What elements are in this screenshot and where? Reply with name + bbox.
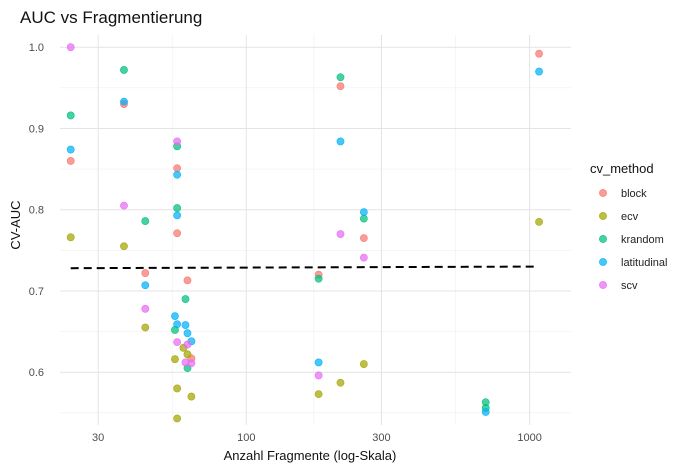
y-tick-label: 0.9 <box>29 123 44 135</box>
point-ecv <box>171 355 179 364</box>
legend-items: block ecv krandom latitudinal scv <box>599 188 667 292</box>
grid-layer <box>60 35 571 425</box>
point-ecv <box>336 378 345 387</box>
point-latitudinal <box>173 170 182 179</box>
point-latitudinal <box>171 312 179 321</box>
point-block <box>336 82 345 91</box>
legend-key-scv <box>599 281 607 289</box>
legend-key-block <box>599 189 607 197</box>
legend-label-krandom: krandom <box>621 234 664 246</box>
point-scv <box>336 230 345 238</box>
point-block <box>66 157 75 165</box>
y-tick-labels: 0.6 0.7 0.8 0.9 1.0 <box>29 42 44 379</box>
point-latitudinal <box>120 97 128 106</box>
x-tick-label: 1000 <box>517 432 541 444</box>
x-tick-label: 30 <box>92 432 104 444</box>
y-tick-label: 1.0 <box>29 42 44 54</box>
legend-label-latitudinal: latitudinal <box>621 257 667 269</box>
chart-title: AUC vs Fragmentierung <box>20 8 202 27</box>
point-block <box>535 49 543 58</box>
point-ecv <box>187 392 196 401</box>
point-latitudinal <box>173 320 182 329</box>
point-block <box>359 234 368 243</box>
point-krandom <box>314 274 323 283</box>
point-krandom <box>336 73 345 82</box>
point-ecv <box>141 323 150 332</box>
point-scv <box>141 304 150 313</box>
point-ecv <box>314 390 323 399</box>
x-tick-labels: 30 100 300 1000 <box>92 432 542 444</box>
point-ecv <box>66 233 75 242</box>
x-tick-label: 100 <box>237 432 255 444</box>
legend-label-scv: scv <box>621 280 638 292</box>
point-ecv <box>173 414 182 423</box>
point-block <box>173 229 182 238</box>
point-scv <box>173 338 182 347</box>
point-krandom <box>359 214 368 223</box>
point-krandom <box>66 111 75 120</box>
point-scv <box>120 201 128 210</box>
x-axis-title: Anzahl Fragmente (log-Skala) <box>224 448 397 463</box>
y-tick-label: 0.8 <box>29 205 44 217</box>
point-block <box>173 164 182 173</box>
point-latitudinal <box>181 321 190 329</box>
y-tick-label: 0.6 <box>29 367 44 379</box>
legend-label-ecv: ecv <box>621 211 639 223</box>
point-ecv <box>359 360 368 368</box>
point-latitudinal <box>359 208 368 217</box>
point-latitudinal <box>141 281 150 290</box>
point-scv <box>183 340 192 349</box>
point-scv <box>66 43 75 52</box>
reference-line <box>70 265 536 270</box>
point-ecv <box>173 384 182 393</box>
point-latitudinal <box>535 67 543 76</box>
point-latitudinal <box>481 408 490 416</box>
point-latitudinal <box>66 145 75 154</box>
point-block <box>183 276 192 285</box>
points-layer <box>66 43 543 423</box>
point-krandom <box>141 217 150 225</box>
point-latitudinal <box>183 329 192 338</box>
legend-key-krandom <box>599 235 607 243</box>
reference-line-layer <box>70 265 536 270</box>
point-krandom <box>120 66 128 74</box>
point-latitudinal <box>314 358 323 367</box>
y-axis-title: CV-AUC <box>8 200 23 249</box>
point-krandom <box>173 204 182 212</box>
point-scv <box>314 371 323 380</box>
y-tick-label: 0.7 <box>29 286 44 298</box>
point-scv <box>187 359 196 368</box>
legend-key-latitudinal <box>599 258 607 266</box>
point-ecv <box>535 217 543 226</box>
point-scv <box>359 253 368 262</box>
point-krandom <box>181 295 190 303</box>
point-block <box>141 269 150 277</box>
legend-title: cv_method <box>590 161 654 176</box>
legend-label-block: block <box>621 188 647 200</box>
x-tick-label: 300 <box>372 432 390 444</box>
point-scv <box>173 137 182 146</box>
point-latitudinal <box>336 137 345 146</box>
point-ecv <box>120 242 128 251</box>
legend: cv_method block ecv krandom latitudinal scv <box>590 161 667 292</box>
point-ecv <box>183 350 192 359</box>
legend-key-ecv <box>599 212 607 220</box>
point-latitudinal <box>173 211 182 220</box>
